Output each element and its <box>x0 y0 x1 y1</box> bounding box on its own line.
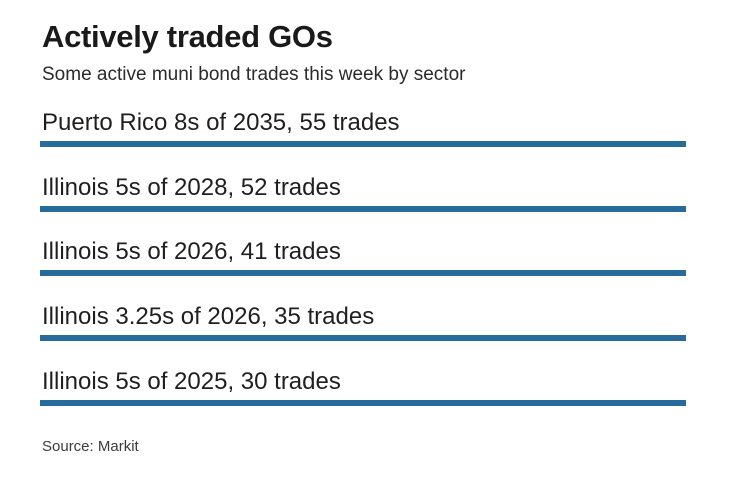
trade-row-label: Puerto Rico 8s of 2035, 55 trades <box>42 109 400 136</box>
trade-bar <box>40 400 686 406</box>
trade-row-label: Illinois 5s of 2026, 41 trades <box>42 238 341 265</box>
chart-title: Actively traded GOs <box>42 19 333 54</box>
trade-row-label: Illinois 5s of 2025, 30 trades <box>42 368 341 395</box>
trade-row-label: Illinois 5s of 2028, 52 trades <box>42 174 341 201</box>
chart-subtitle: Some active muni bond trades this week b… <box>42 64 466 85</box>
trade-row: Illinois 5s of 2026, 41 trades <box>40 238 686 276</box>
trade-bar <box>40 141 686 147</box>
trade-bar <box>40 206 686 212</box>
trade-row: Illinois 3.25s of 2026, 35 trades <box>40 303 686 341</box>
chart-source: Source: Markit <box>42 438 139 455</box>
trade-row: Illinois 5s of 2028, 52 trades <box>40 174 686 212</box>
trade-row-label: Illinois 3.25s of 2026, 35 trades <box>42 303 375 330</box>
trade-row: Illinois 5s of 2025, 30 trades <box>40 368 686 406</box>
trade-bar <box>40 270 686 276</box>
trade-row: Puerto Rico 8s of 2035, 55 trades <box>40 109 686 147</box>
trade-bar <box>40 335 686 341</box>
